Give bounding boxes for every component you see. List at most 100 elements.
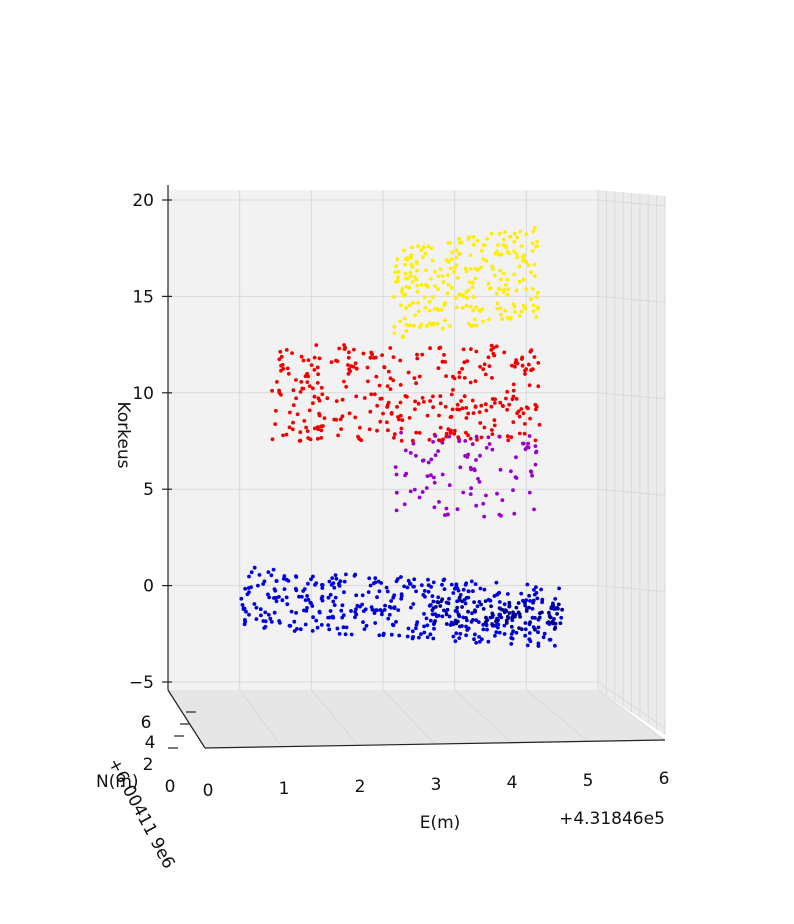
scatter-point <box>317 609 322 614</box>
scatter-point <box>514 252 519 256</box>
scatter-point <box>284 595 289 600</box>
scatter-point <box>490 623 495 628</box>
scatter-point <box>431 321 436 326</box>
scatter-point <box>532 274 537 278</box>
scatter-point <box>308 600 313 605</box>
scatter-point <box>490 615 495 619</box>
scatter-point <box>339 427 343 431</box>
scatter-point <box>337 346 342 351</box>
scatter-point <box>460 367 464 371</box>
scatter-point <box>419 583 424 588</box>
scatter-point <box>384 585 389 590</box>
scatter-point <box>552 607 557 611</box>
scatter-point <box>429 473 433 478</box>
scatter-point <box>534 407 538 412</box>
scatter-point <box>454 248 459 253</box>
scatter-point <box>272 610 277 615</box>
scatter-point <box>532 592 537 597</box>
scatter-point <box>399 438 404 443</box>
scatter-point <box>504 396 508 401</box>
scatter-point <box>507 402 512 407</box>
scatter-point <box>502 350 507 355</box>
scatter-point <box>462 360 467 365</box>
scatter-point <box>263 619 268 624</box>
scatter-point <box>437 413 441 418</box>
scatter-point <box>261 582 265 586</box>
scatter-point <box>431 636 436 641</box>
scatter-point <box>391 378 396 383</box>
scatter-point <box>447 260 451 264</box>
scatter-point <box>497 434 502 439</box>
scatter-point <box>452 376 457 381</box>
scatter-point <box>372 392 377 397</box>
scatter-point <box>449 285 454 290</box>
scatter-point <box>458 251 463 256</box>
scatter-point <box>242 622 247 627</box>
scatter-point <box>506 287 511 292</box>
scatter-point <box>298 627 303 632</box>
scatter-point <box>527 383 532 388</box>
scatter-point <box>455 305 459 310</box>
scatter-point <box>497 630 502 635</box>
scatter-point <box>523 422 527 426</box>
scatter-point <box>332 585 337 590</box>
scatter-point <box>369 392 374 397</box>
scatter-point <box>288 410 292 415</box>
scatter-point <box>511 382 516 387</box>
scatter-point <box>358 425 362 430</box>
scatter-point <box>240 603 245 607</box>
scatter-point <box>502 602 507 607</box>
scatter-point <box>475 238 480 243</box>
scatter-point <box>421 458 426 463</box>
scatter-point <box>526 263 531 268</box>
scatter-point <box>493 633 497 638</box>
scatter-point <box>505 407 509 412</box>
scatter-point <box>447 324 452 329</box>
scatter-point <box>491 345 496 350</box>
scatter-point <box>353 615 357 620</box>
scatter-point <box>497 287 502 291</box>
scatter-point <box>376 579 381 584</box>
scatter-point <box>479 435 484 440</box>
z-tick-label: −5 <box>129 673 154 693</box>
scatter-point <box>446 601 451 606</box>
scatter-point <box>388 376 393 381</box>
scatter-point <box>478 453 482 458</box>
scatter-point <box>559 615 564 620</box>
scatter-point <box>521 254 525 259</box>
scatter-point <box>428 603 433 607</box>
scatter-point <box>528 620 532 625</box>
scatter-point <box>438 401 443 406</box>
scatter-point <box>368 355 373 360</box>
x-tick-label: 2 <box>355 777 366 797</box>
scatter-point <box>491 351 496 356</box>
scatter-point <box>522 431 527 436</box>
scatter-point <box>558 621 563 626</box>
scatter-point <box>432 480 437 485</box>
scatter-point <box>512 272 517 277</box>
scatter-point <box>369 605 374 609</box>
scatter-point <box>306 358 311 362</box>
scatter-point <box>528 349 533 354</box>
scatter-point <box>342 379 346 384</box>
scatter-point <box>346 372 351 376</box>
z-axis-label: Korkeus <box>113 401 133 468</box>
axis-panes <box>168 190 665 748</box>
scatter-point <box>511 388 516 393</box>
scatter-point <box>556 602 561 607</box>
scatter-point <box>436 308 441 313</box>
scatter-point <box>520 357 524 361</box>
scatter-point <box>497 231 502 236</box>
scatter-point <box>512 511 517 516</box>
scatter-point <box>409 262 414 267</box>
scatter-point <box>497 253 502 257</box>
scatter-point <box>416 300 420 305</box>
scatter-point <box>399 594 404 598</box>
scatter-point <box>531 367 535 371</box>
scatter-point <box>460 599 465 604</box>
scatter-point <box>406 626 411 631</box>
scatter-point <box>391 595 396 600</box>
scatter-point <box>495 307 499 311</box>
scatter-point <box>462 394 467 399</box>
scatter-point <box>340 414 345 419</box>
